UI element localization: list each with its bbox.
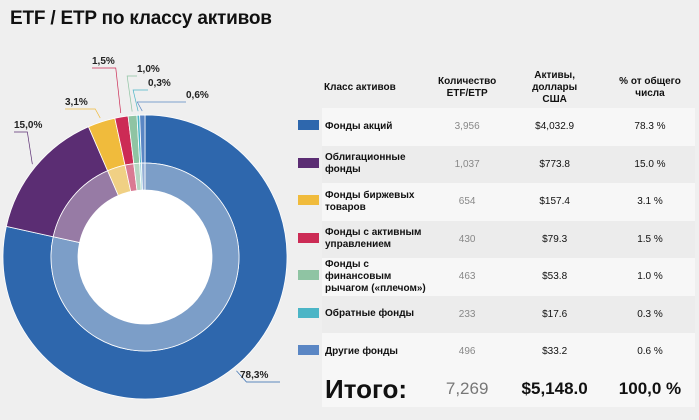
legend-swatch	[297, 195, 319, 206]
table-row: Фонды с финансовым рычагом («плечом») 46…	[292, 258, 695, 296]
data-label: 3,1%	[65, 97, 88, 108]
data-label: 1,5%	[92, 56, 115, 67]
legend-swatch	[297, 120, 319, 131]
cell-count: 463	[430, 258, 505, 296]
legend-swatch	[297, 270, 319, 281]
cell-class: Фонды с финансовым рычагом («плечом»)	[322, 258, 430, 296]
donut-inner-slice	[141, 162, 146, 191]
cell-pct: 15.0 %	[605, 145, 695, 183]
data-label: 0,3%	[148, 78, 171, 89]
cell-class: Обратные фонды	[322, 295, 430, 333]
legend-swatch	[297, 345, 319, 356]
cell-pct: 78.3 %	[605, 108, 695, 146]
header-class: Класс активов	[324, 82, 396, 93]
cell-count: 3,956	[430, 108, 505, 146]
data-label: 15,0%	[14, 120, 42, 131]
leader-line	[92, 67, 122, 114]
cell-count: 430	[430, 220, 505, 258]
cell-count: 233	[430, 295, 505, 333]
cell-assets: $4,032.9	[504, 108, 605, 146]
table-row: Фонды биржевых товаров 654 $157.4 3.1 %	[292, 183, 695, 221]
data-label: 1,0%	[137, 64, 160, 75]
cell-assets: $53.8	[504, 258, 605, 296]
asset-class-table: Класс активов Количество ETF/ETP Активы,…	[292, 68, 695, 407]
cell-count: 654	[430, 183, 505, 221]
total-assets: $5,148.0	[504, 370, 605, 407]
cell-pct: 3.1 %	[605, 183, 695, 221]
table-header: Класс активов Количество ETF/ETP Активы,…	[292, 68, 695, 108]
page-title: ETF / ETP по классу активов	[10, 8, 272, 29]
data-label: 0,6%	[186, 90, 209, 101]
table-row: Фонды акций 3,956 $4,032.9 78.3 %	[292, 108, 695, 146]
table-row: Другие фонды 496 $33.2 0.6 %	[292, 333, 695, 371]
cell-assets: $773.8	[504, 145, 605, 183]
data-label: 78,3%	[240, 370, 268, 381]
leader-line	[136, 101, 186, 112]
cell-count: 1,037	[430, 145, 505, 183]
cell-assets: $157.4	[504, 183, 605, 221]
cell-pct: 0.6 %	[605, 333, 695, 371]
header-assets: Активы, доллары США	[532, 70, 578, 105]
cell-class: Фонды с активным управлением	[322, 220, 430, 258]
leader-line	[65, 108, 101, 119]
leader-line	[14, 131, 33, 165]
total-row: Итого: 7,269 $5,148.0 100,0 %	[292, 370, 695, 407]
legend-swatch	[297, 157, 319, 168]
leader-line	[126, 75, 137, 112]
leader-line	[236, 370, 280, 383]
total-count: 7,269	[430, 370, 505, 407]
leader-line	[132, 89, 148, 112]
legend-swatch	[297, 307, 319, 318]
table-row: Фонды с активным управлением 430 $79.3 1…	[292, 220, 695, 258]
cell-assets: $17.6	[504, 295, 605, 333]
cell-class: Облигационные фонды	[322, 145, 430, 183]
donut-hole	[78, 190, 212, 324]
cell-assets: $33.2	[504, 333, 605, 371]
header-count: Количество ETF/ETP	[438, 76, 497, 99]
table-row: Облигационные фонды 1,037 $773.8 15.0 %	[292, 145, 695, 183]
cell-pct: 1.5 %	[605, 220, 695, 258]
cell-count: 496	[430, 333, 505, 371]
cell-assets: $79.3	[504, 220, 605, 258]
cell-class: Другие фонды	[322, 333, 430, 371]
cell-pct: 0.3 %	[605, 295, 695, 333]
total-label: Итого:	[322, 370, 430, 407]
table-row: Обратные фонды 233 $17.6 0.3 %	[292, 295, 695, 333]
cell-class: Фонды акций	[322, 108, 430, 146]
cell-class: Фонды биржевых товаров	[322, 183, 430, 221]
header-pct: % от общего числа	[619, 76, 681, 99]
cell-pct: 1.0 %	[605, 258, 695, 296]
donut-chart: 78,3% 15,0% 3,1% 1,5% 1,0% 0,3% 0,6%	[2, 56, 288, 400]
legend-swatch	[297, 232, 319, 243]
total-pct: 100,0 %	[605, 370, 695, 407]
